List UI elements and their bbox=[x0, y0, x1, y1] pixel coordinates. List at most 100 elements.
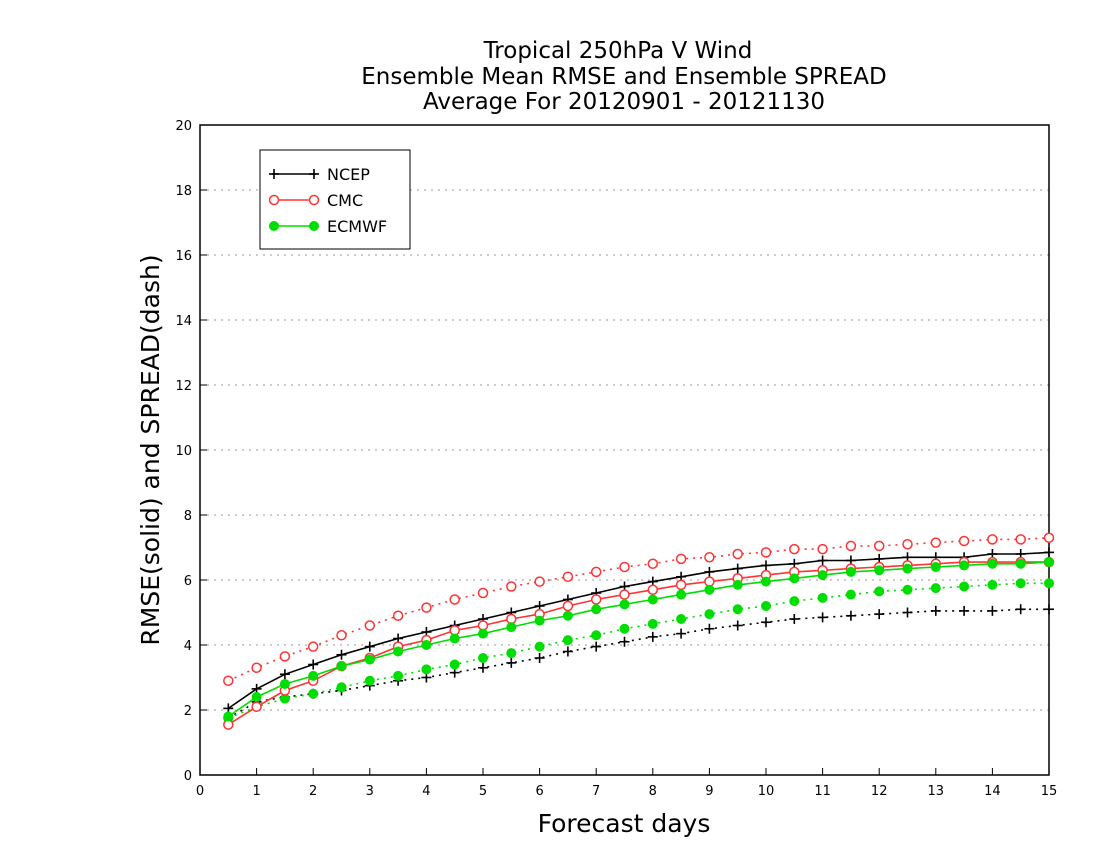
ecmwf-spread-point bbox=[421, 664, 432, 675]
cmc-spread-point bbox=[873, 540, 885, 552]
x-axis: 0 1 2 3 4 5 6 7 8 9 10 11 12 13 14 15 bbox=[196, 768, 1057, 799]
ecmwf-spread-point bbox=[308, 688, 319, 699]
ecmwf-rmse-point bbox=[336, 661, 347, 672]
ncep-spread-point bbox=[534, 653, 545, 663]
y-tick-label: 20 bbox=[175, 119, 192, 134]
ecmwf-rmse-point bbox=[393, 646, 404, 657]
ecmwf-spread-point bbox=[562, 635, 573, 646]
ncep-spread-point bbox=[562, 646, 573, 657]
ecmwf-spread-point bbox=[732, 604, 743, 615]
cmc-spread-point bbox=[223, 675, 234, 686]
ecmwf-spread-point bbox=[789, 596, 800, 607]
ncep-spread-point bbox=[1015, 604, 1026, 615]
y-tick-label: 8 bbox=[184, 509, 192, 524]
ncep-spread-point bbox=[845, 610, 856, 621]
ecmwf-rmse-point bbox=[874, 565, 885, 576]
ncep-spread-point bbox=[676, 628, 687, 639]
ncep-spread-point bbox=[959, 605, 970, 616]
ecmwf-rmse-point bbox=[845, 566, 856, 577]
cmc-rmse-point bbox=[675, 579, 687, 591]
ecmwf-rmse-point bbox=[364, 654, 375, 665]
cmc-spread-point bbox=[421, 602, 432, 613]
ecmwf-rmse-point bbox=[449, 633, 460, 644]
ecmwf-spread-point bbox=[478, 653, 488, 663]
cmc-spread-point bbox=[958, 535, 970, 547]
ncep-rmse-point bbox=[732, 563, 743, 574]
ecmwf-spread-point bbox=[874, 586, 885, 597]
cmc-spread-point bbox=[732, 548, 743, 560]
ecmwf-rmse-point bbox=[223, 711, 234, 722]
legend-item-ncep: NCEP bbox=[269, 165, 370, 184]
ecmwf-rmse-point bbox=[478, 628, 488, 639]
cmc-spread-point bbox=[251, 662, 262, 673]
x-tick-label: 0 bbox=[196, 784, 204, 799]
ncep-spread-point bbox=[902, 607, 913, 618]
cmc-spread-line bbox=[227, 537, 1050, 682]
chart-title-line-1: Tropical 250hPa V Wind bbox=[483, 38, 753, 64]
cmc-spread-point bbox=[930, 537, 942, 548]
ncep-spread-point bbox=[930, 605, 941, 616]
ecmwf-rmse-point bbox=[562, 610, 573, 621]
ncep-rmse-point bbox=[336, 649, 347, 660]
cmc-rmse-line bbox=[227, 561, 1049, 726]
legend-marker bbox=[309, 169, 319, 179]
cmc-spread-point bbox=[562, 571, 574, 582]
cmc-spread-point bbox=[1043, 532, 1055, 543]
ecmwf-spread-point bbox=[1015, 578, 1026, 589]
series-ncep-rmse bbox=[223, 547, 1054, 714]
ecmwf-rmse-point bbox=[761, 576, 771, 587]
ncep-rmse-point bbox=[704, 566, 715, 577]
y-tick-label: 2 bbox=[184, 704, 192, 719]
x-tick-label: 5 bbox=[479, 784, 487, 799]
y-axis: 0 2 4 6 8 10 12 14 16 18 20 bbox=[175, 119, 207, 784]
x-tick-label: 8 bbox=[649, 784, 657, 799]
ncep-spread-point bbox=[619, 636, 630, 647]
ecmwf-rmse-point bbox=[817, 570, 828, 581]
ncep-spread-point bbox=[761, 617, 771, 628]
ncep-spread-point bbox=[506, 657, 517, 668]
legend: NCEP CMC ECMWF bbox=[259, 149, 411, 250]
ecmwf-rmse-point bbox=[789, 573, 800, 584]
legend-marker bbox=[308, 194, 320, 206]
ecmwf-spread-point bbox=[647, 618, 658, 629]
cmc-spread-point bbox=[336, 630, 347, 641]
ecmwf-spread-point bbox=[761, 601, 771, 611]
x-tick-label: 6 bbox=[535, 784, 543, 799]
legend-marker bbox=[309, 221, 319, 231]
x-tick-label: 15 bbox=[1041, 784, 1058, 799]
ecmwf-rmse-point bbox=[732, 579, 743, 590]
ncep-spread-point bbox=[987, 605, 998, 616]
ncep-spread-point bbox=[732, 620, 743, 631]
y-tick-label: 12 bbox=[175, 379, 192, 394]
cmc-spread-point bbox=[675, 553, 687, 565]
ecmwf-spread-point bbox=[676, 614, 687, 624]
cmc-rmse-point bbox=[251, 701, 262, 712]
ecmwf-rmse-point bbox=[1044, 557, 1054, 568]
ecmwf-rmse-point bbox=[506, 622, 517, 633]
y-tick-label: 14 bbox=[175, 314, 192, 329]
cmc-spread-point bbox=[619, 561, 630, 573]
ecmwf-rmse-point bbox=[251, 692, 262, 702]
series-ecmwf-spread bbox=[223, 578, 1054, 724]
x-tick-label: 4 bbox=[422, 784, 430, 799]
ncep-rmse-point bbox=[364, 641, 375, 652]
cmc-spread-point bbox=[647, 558, 659, 569]
x-tick-label: 13 bbox=[928, 784, 945, 799]
cmc-spread-point bbox=[987, 534, 998, 545]
ecmwf-spread-point bbox=[1044, 578, 1054, 589]
cmc-spread-point bbox=[902, 539, 913, 550]
x-tick-label: 7 bbox=[592, 784, 600, 799]
cmc-rmse-point bbox=[562, 600, 574, 612]
y-tick-label: 18 bbox=[175, 184, 192, 199]
ncep-spread-point bbox=[817, 612, 828, 623]
ecmwf-rmse-point bbox=[902, 563, 913, 574]
ecmwf-rmse-point bbox=[959, 560, 970, 571]
cmc-spread-point bbox=[534, 576, 545, 587]
ncep-spread-point bbox=[874, 609, 885, 620]
ecmwf-spread-point bbox=[449, 659, 460, 670]
legend-marker bbox=[269, 169, 279, 179]
cmc-spread-point bbox=[704, 552, 715, 563]
cmc-spread-point bbox=[817, 543, 828, 555]
ecmwf-spread-point bbox=[845, 589, 856, 600]
ecmwf-spread-point bbox=[619, 623, 630, 634]
